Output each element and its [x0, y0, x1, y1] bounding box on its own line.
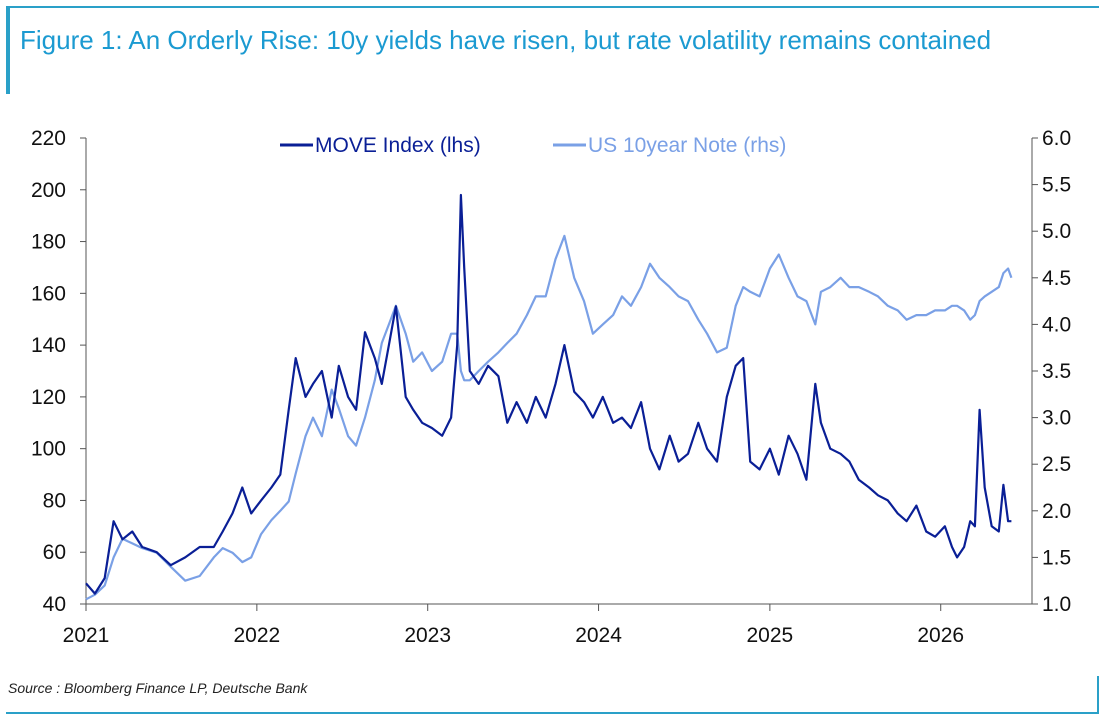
left-tick-label: 180	[31, 231, 66, 254]
right-tick-label: 4.5	[1042, 267, 1071, 290]
source-note: Source : Bloomberg Finance LP, Deutsche …	[8, 680, 308, 696]
right-tick-label: 5.0	[1042, 220, 1071, 243]
legend-move-label: MOVE Index (lhs)	[315, 134, 481, 157]
figure-title: Figure 1: An Orderly Rise: 10y yields ha…	[20, 25, 992, 55]
right-tick-label: 1.0	[1042, 593, 1071, 616]
left-tick-label: 100	[31, 438, 66, 461]
legend-us10y-label: US 10year Note (rhs)	[588, 134, 786, 157]
left-tick-label: 220	[31, 127, 66, 150]
x-tick-label: 2024	[575, 624, 622, 647]
x-tick-label: 2025	[747, 624, 794, 647]
plot-area: 40 60 80 100 120 140 160 180 200 220 1.0 1.5 2.0 2.5 3…	[31, 127, 1071, 647]
x-tick-label: 2021	[63, 624, 110, 647]
x-tick-label: 2022	[233, 624, 280, 647]
title-accent-rule	[6, 6, 10, 94]
left-tick-label: 160	[31, 282, 66, 305]
us10y-note-line	[85, 234, 1013, 601]
bottom-right-rule	[1097, 676, 1099, 714]
left-tick-label: 80	[43, 489, 66, 512]
right-tick-label: 2.5	[1042, 453, 1071, 476]
left-tick-label: 120	[31, 386, 66, 409]
move-index-line	[85, 193, 1012, 595]
right-tick-label: 1.5	[1042, 546, 1071, 569]
right-tick-label: 4.0	[1042, 313, 1071, 336]
right-tick-label: 3.5	[1042, 360, 1071, 383]
left-tick-label: 140	[31, 334, 66, 357]
x-tick-label: 2023	[404, 624, 451, 647]
bottom-rule	[6, 712, 1099, 714]
left-tick-label: 200	[31, 179, 66, 202]
right-tick-label: 3.0	[1042, 407, 1071, 430]
top-rule	[6, 6, 1099, 8]
right-tick-label: 5.5	[1042, 174, 1071, 197]
right-tick-label: 2.0	[1042, 500, 1071, 523]
left-tick-label: 40	[43, 593, 66, 616]
right-tick-label: 6.0	[1042, 127, 1071, 150]
left-tick-label: 60	[43, 541, 66, 564]
x-tick-label: 2026	[917, 624, 964, 647]
